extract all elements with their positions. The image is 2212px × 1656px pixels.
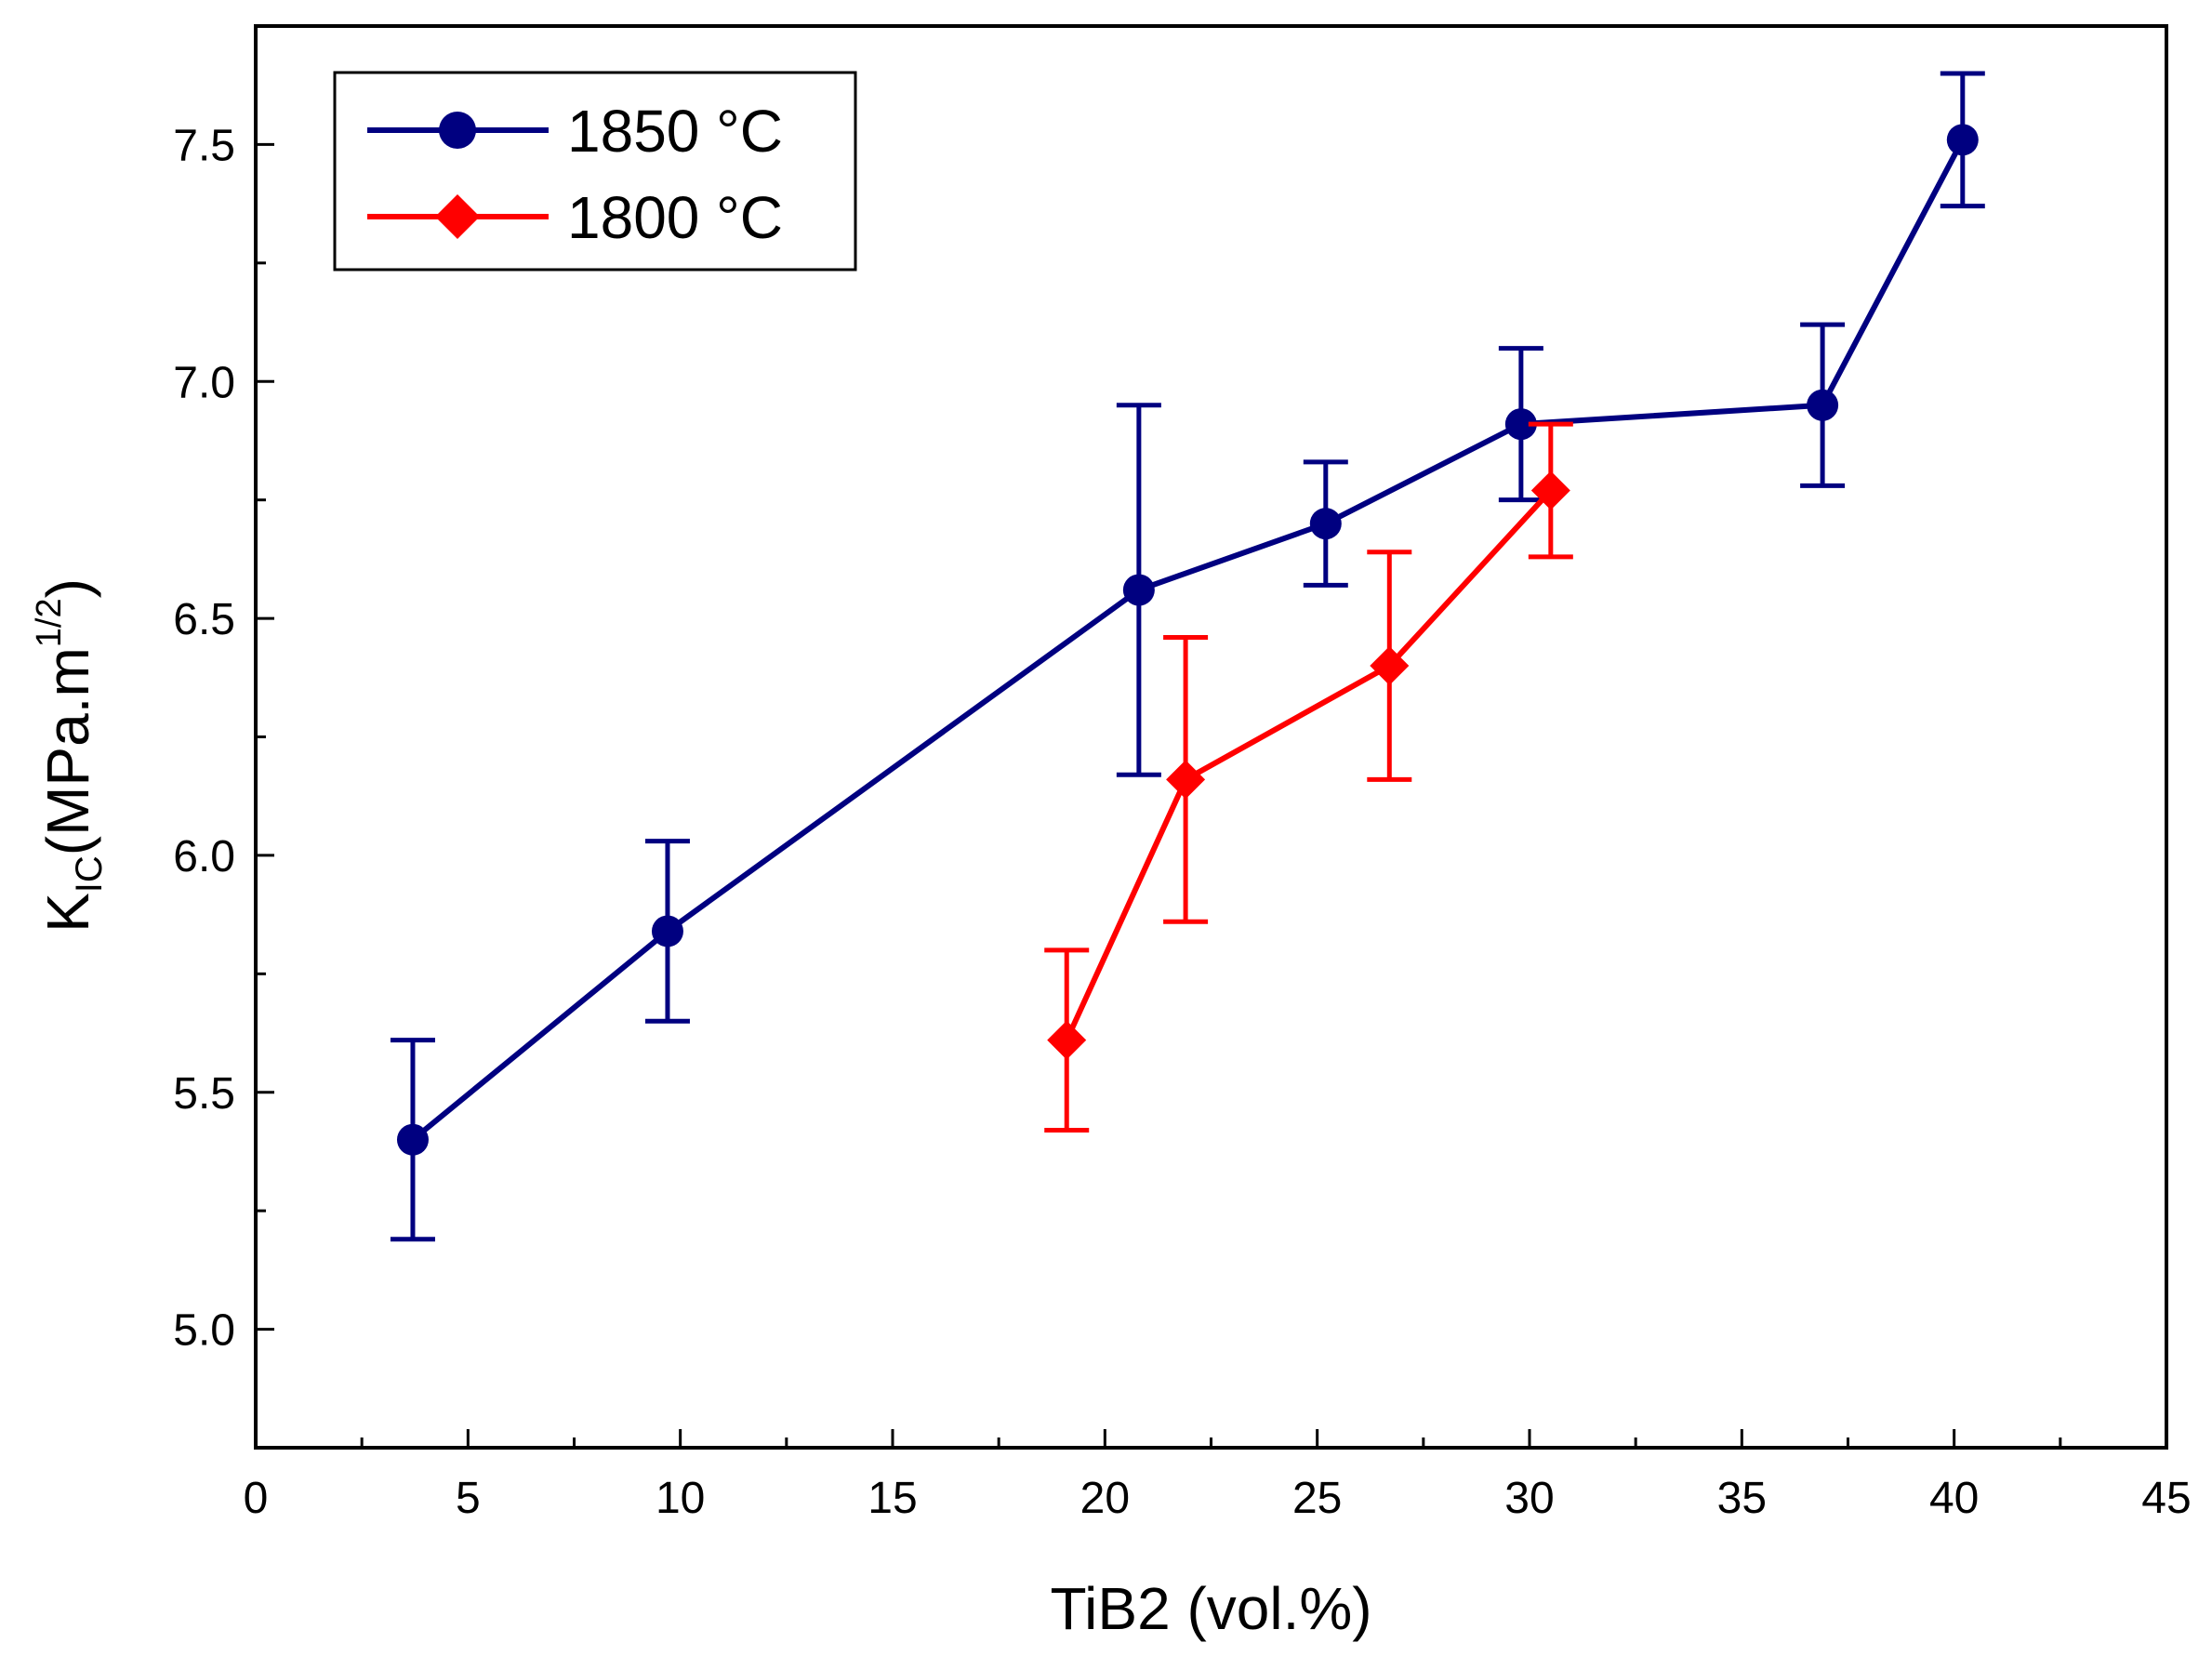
data-point	[1807, 389, 1839, 421]
x-tick-label: 5	[456, 1474, 481, 1523]
y-axis-unit-prefix: (MPa.m	[34, 647, 101, 855]
y-tick-label: 7.5	[173, 121, 235, 170]
data-point	[1946, 124, 1979, 156]
data-point	[396, 1123, 429, 1156]
x-tick-label: 30	[1504, 1474, 1554, 1523]
data-point	[651, 915, 683, 947]
legend-marker-circle	[439, 112, 476, 149]
data-point	[1530, 470, 1570, 510]
legend: 1850 °C 1800 °C	[333, 71, 857, 272]
x-tick-label: 10	[656, 1474, 705, 1523]
x-tick-label: 35	[1717, 1474, 1767, 1523]
legend-marker-diamond	[435, 194, 480, 239]
x-tick-label: 25	[1292, 1474, 1342, 1523]
y-axis-unit-superscript: 1/2	[30, 598, 69, 647]
plot-marks	[390, 71, 1985, 1242]
series-line	[1064, 488, 1554, 1041]
svg-text:KIC(MPa.m1/2): KIC(MPa.m1/2)	[30, 578, 110, 933]
legend-label-1800: 1800 °C	[567, 184, 783, 251]
data-point	[1122, 574, 1155, 606]
x-tick-label: 40	[1929, 1474, 1979, 1523]
y-axis-unit-suffix: )	[34, 578, 101, 598]
y-tick-label: 5.0	[173, 1306, 235, 1356]
x-axis-title: TiB2 (vol.%)	[1050, 1575, 1371, 1642]
x-tick-label: 20	[1080, 1474, 1130, 1523]
y-axis-symbol: K	[34, 893, 101, 933]
y-tick-label: 7.0	[173, 358, 235, 407]
data-point	[1309, 508, 1342, 540]
y-axis-symbol-subscript: IC	[69, 855, 110, 893]
data-point	[1166, 760, 1206, 800]
x-tick-label: 45	[2141, 1474, 2191, 1523]
series-1800	[1044, 421, 1573, 1133]
legend-box	[333, 71, 857, 272]
y-axis-title: KIC(MPa.m1/2)	[30, 578, 110, 933]
series-1850	[390, 71, 1985, 1242]
data-point	[1504, 408, 1537, 441]
x-tick-label: 15	[868, 1474, 917, 1523]
axis-ticks	[254, 24, 2168, 1450]
x-tick-label: 0	[244, 1474, 269, 1523]
data-point	[1047, 1020, 1087, 1060]
legend-label-1850: 1850 °C	[567, 98, 783, 165]
data-point	[1370, 646, 1410, 686]
y-tick-label: 5.5	[173, 1069, 235, 1119]
y-tick-label: 6.5	[173, 595, 235, 644]
y-tick-label: 6.0	[173, 832, 235, 881]
